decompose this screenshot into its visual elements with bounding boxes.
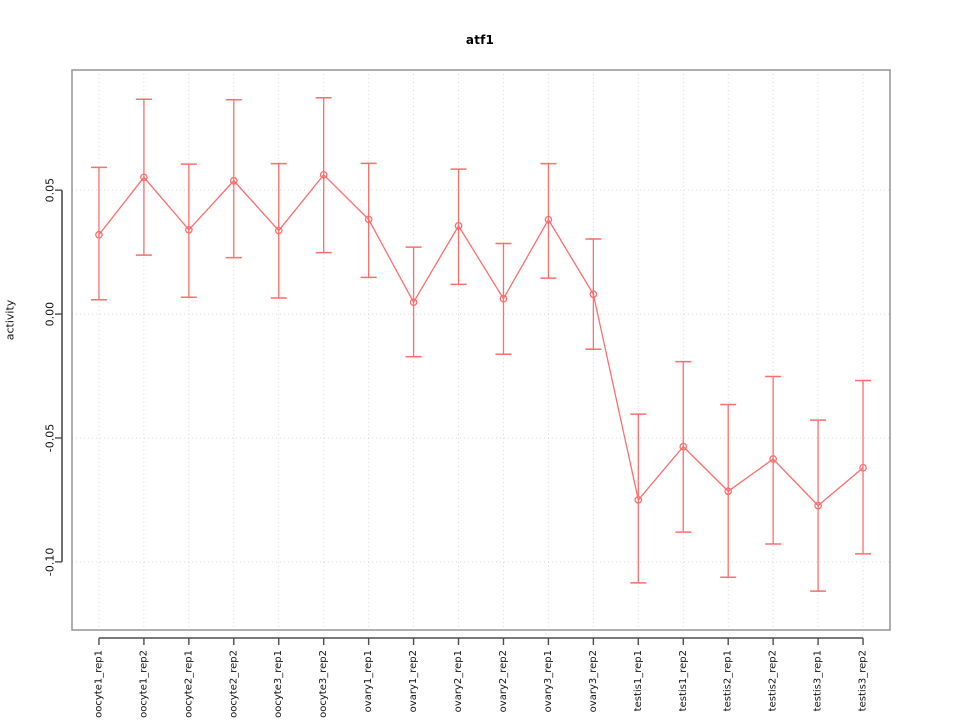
data-point-marker bbox=[499, 294, 508, 303]
data-point-marker bbox=[544, 215, 553, 224]
x-axis-tick-label: testis3_rep1 bbox=[813, 650, 824, 711]
x-axis-tick-label: testis1_rep1 bbox=[633, 650, 644, 711]
y-axis-tick-label: 0.00 bbox=[44, 302, 57, 327]
grid-lines bbox=[72, 70, 890, 630]
x-axis-tick-label: oocyte2_rep2 bbox=[228, 650, 239, 718]
x-axis-tick-label: oocyte1_rep1 bbox=[93, 650, 104, 718]
data-point-marker bbox=[229, 176, 238, 185]
data-point-marker bbox=[364, 215, 373, 224]
data-point-marker bbox=[140, 173, 148, 182]
y-axis-tick-label: -0.10 bbox=[44, 548, 57, 576]
x-axis-tick-label: ovary1_rep1 bbox=[363, 650, 374, 712]
plot-frame bbox=[71, 69, 891, 631]
x-axis-tick-label: oocyte2_rep1 bbox=[183, 650, 194, 718]
x-axis-tick-label: testis2_rep2 bbox=[768, 650, 779, 711]
x-axis-tick-label: oocyte1_rep2 bbox=[138, 650, 149, 718]
x-axis-tick-label: ovary1_rep2 bbox=[408, 650, 419, 712]
x-axis-tick-label: ovary2_rep1 bbox=[453, 650, 464, 712]
x-axis-tick-label: testis2_rep1 bbox=[723, 650, 734, 711]
y-axis-tick-label: -0.05 bbox=[44, 424, 57, 452]
data-point-marker bbox=[409, 298, 418, 307]
data-point-marker bbox=[679, 442, 688, 451]
x-axis-tick-label: ovary3_rep2 bbox=[588, 650, 599, 712]
x-axis-tick-label: ovary2_rep2 bbox=[498, 650, 509, 712]
y-axis-label: activity bbox=[3, 299, 17, 341]
x-axis-tick-label: oocyte3_rep1 bbox=[273, 650, 284, 718]
data-point-marker bbox=[319, 170, 328, 179]
data-point-marker bbox=[634, 496, 643, 504]
x-axis-tick-label: testis3_rep2 bbox=[858, 650, 869, 711]
chart-title: atf1 bbox=[465, 33, 495, 47]
data-point-marker bbox=[769, 455, 777, 463]
data-point-marker bbox=[95, 230, 103, 239]
y-axis-tick-label: 0.05 bbox=[44, 178, 57, 203]
y-axis: 0.05 0.00 -0.05 -0.10 bbox=[44, 178, 63, 576]
data-point-marker bbox=[454, 222, 463, 230]
error-bars bbox=[90, 97, 872, 592]
x-axis-tick-label: oocyte3_rep2 bbox=[318, 650, 329, 718]
data-point-marker bbox=[185, 225, 193, 234]
data-point-marker bbox=[274, 226, 283, 235]
data-point-marker bbox=[859, 463, 867, 472]
data-points bbox=[95, 170, 867, 510]
x-axis-tick-label: testis1_rep2 bbox=[678, 650, 689, 711]
x-axis-tick-label: ovary3_rep1 bbox=[543, 650, 554, 712]
series-connector-line bbox=[98, 173, 864, 507]
data-point-marker bbox=[814, 501, 822, 510]
x-axis: oocyte1_rep1 oocyte1_rep2 oocyte2_rep1 oocy… bbox=[93, 637, 869, 718]
data-point-marker bbox=[589, 290, 598, 299]
data-point-marker bbox=[724, 487, 733, 496]
